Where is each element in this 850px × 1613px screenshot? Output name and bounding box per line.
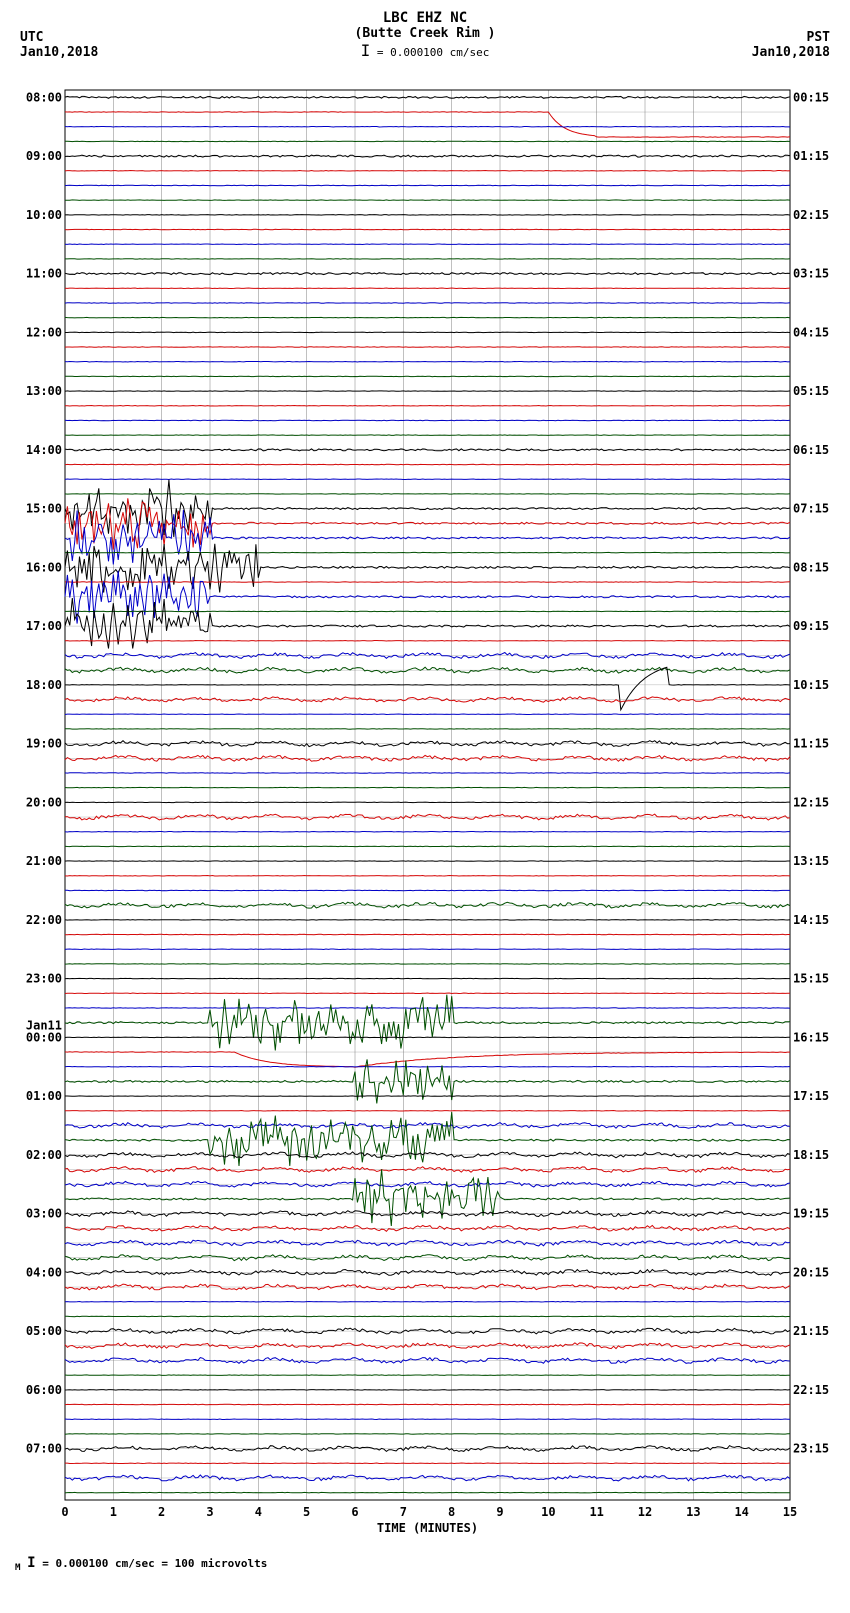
svg-text:14:00: 14:00 xyxy=(26,443,62,457)
svg-text:03:15: 03:15 xyxy=(793,267,829,281)
svg-text:8: 8 xyxy=(448,1505,455,1519)
svg-text:09:00: 09:00 xyxy=(26,149,62,163)
svg-text:00:00: 00:00 xyxy=(26,1030,62,1044)
svg-text:10: 10 xyxy=(541,1505,555,1519)
svg-text:19:00: 19:00 xyxy=(26,737,62,751)
timezone-left: UTC Jan10,2018 xyxy=(20,30,98,60)
chart-header: LBC EHZ NC (Butte Creek Rim ) I = 0.0001… xyxy=(10,10,840,80)
svg-text:15: 15 xyxy=(783,1505,797,1519)
svg-text:0: 0 xyxy=(61,1505,68,1519)
svg-text:11: 11 xyxy=(589,1505,603,1519)
svg-text:02:00: 02:00 xyxy=(26,1148,62,1162)
svg-text:7: 7 xyxy=(400,1505,407,1519)
svg-text:12: 12 xyxy=(638,1505,652,1519)
svg-text:20:00: 20:00 xyxy=(26,795,62,809)
svg-text:00:15: 00:15 xyxy=(793,90,829,104)
svg-text:02:15: 02:15 xyxy=(793,208,829,222)
seismogram-plot: 0123456789101112131415TIME (MINUTES)08:0… xyxy=(10,80,840,1550)
svg-text:04:15: 04:15 xyxy=(793,325,829,339)
svg-text:22:00: 22:00 xyxy=(26,913,62,927)
svg-text:05:15: 05:15 xyxy=(793,384,829,398)
svg-text:2: 2 xyxy=(158,1505,165,1519)
svg-text:03:00: 03:00 xyxy=(26,1207,62,1221)
svg-text:16:00: 16:00 xyxy=(26,560,62,574)
svg-text:22:15: 22:15 xyxy=(793,1383,829,1397)
svg-text:13: 13 xyxy=(686,1505,700,1519)
svg-text:18:15: 18:15 xyxy=(793,1148,829,1162)
footer-scale: M I = 0.000100 cm/sec = 100 microvolts xyxy=(10,1555,840,1573)
svg-text:04:00: 04:00 xyxy=(26,1265,62,1279)
svg-text:3: 3 xyxy=(206,1505,213,1519)
svg-text:20:15: 20:15 xyxy=(793,1265,829,1279)
svg-text:5: 5 xyxy=(303,1505,310,1519)
svg-text:01:15: 01:15 xyxy=(793,149,829,163)
svg-text:12:00: 12:00 xyxy=(26,325,62,339)
svg-text:23:00: 23:00 xyxy=(26,972,62,986)
svg-text:18:00: 18:00 xyxy=(26,678,62,692)
svg-text:11:00: 11:00 xyxy=(26,267,62,281)
svg-text:08:00: 08:00 xyxy=(26,90,62,104)
timezone-right: PST Jan10,2018 xyxy=(752,30,830,60)
svg-text:17:00: 17:00 xyxy=(26,619,62,633)
svg-text:10:15: 10:15 xyxy=(793,678,829,692)
svg-text:17:15: 17:15 xyxy=(793,1089,829,1103)
svg-text:09:15: 09:15 xyxy=(793,619,829,633)
svg-text:1: 1 xyxy=(110,1505,117,1519)
svg-text:06:15: 06:15 xyxy=(793,443,829,457)
station-subtitle: (Butte Creek Rim ) xyxy=(10,26,840,41)
svg-text:14:15: 14:15 xyxy=(793,913,829,927)
svg-text:6: 6 xyxy=(351,1505,358,1519)
svg-text:14: 14 xyxy=(734,1505,748,1519)
svg-text:05:00: 05:00 xyxy=(26,1324,62,1338)
svg-text:13:15: 13:15 xyxy=(793,854,829,868)
svg-text:10:00: 10:00 xyxy=(26,208,62,222)
svg-text:11:15: 11:15 xyxy=(793,737,829,751)
svg-text:06:00: 06:00 xyxy=(26,1383,62,1397)
svg-text:21:00: 21:00 xyxy=(26,854,62,868)
svg-text:4: 4 xyxy=(255,1505,262,1519)
svg-text:01:00: 01:00 xyxy=(26,1089,62,1103)
scale-indicator: I = 0.000100 cm/sec xyxy=(10,41,840,60)
svg-text:9: 9 xyxy=(496,1505,503,1519)
svg-text:15:00: 15:00 xyxy=(26,502,62,516)
svg-text:16:15: 16:15 xyxy=(793,1030,829,1044)
station-title: LBC EHZ NC xyxy=(10,10,840,26)
svg-text:12:15: 12:15 xyxy=(793,795,829,809)
svg-text:07:15: 07:15 xyxy=(793,502,829,516)
svg-text:TIME (MINUTES): TIME (MINUTES) xyxy=(377,1521,478,1535)
svg-text:07:00: 07:00 xyxy=(26,1442,62,1456)
svg-text:21:15: 21:15 xyxy=(793,1324,829,1338)
svg-text:13:00: 13:00 xyxy=(26,384,62,398)
svg-text:08:15: 08:15 xyxy=(793,560,829,574)
svg-text:23:15: 23:15 xyxy=(793,1442,829,1456)
seismogram-svg: 0123456789101112131415TIME (MINUTES)08:0… xyxy=(10,80,840,1550)
svg-text:19:15: 19:15 xyxy=(793,1207,829,1221)
svg-text:15:15: 15:15 xyxy=(793,972,829,986)
